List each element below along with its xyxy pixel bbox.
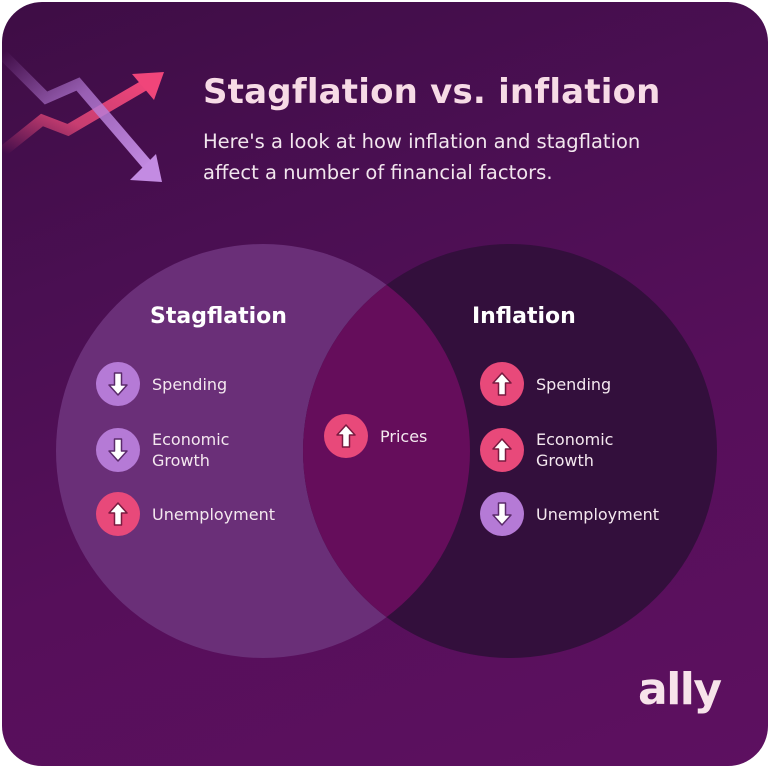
- arrow-up-icon: [96, 492, 140, 536]
- arrow-up-icon: [480, 428, 524, 472]
- arrow-up-icon: [480, 362, 524, 406]
- stagflation-spending-item: Spending: [96, 362, 227, 406]
- inflation-heading: Inflation: [472, 304, 576, 329]
- stagflation-growth-label: Economic Growth: [152, 430, 230, 470]
- stagflation-unemployment-label: Unemployment: [152, 504, 275, 524]
- inflation-spending-label: Spending: [536, 374, 612, 394]
- arrow-down-icon: [96, 428, 140, 472]
- inflation-growth-label: Economic Growth: [536, 430, 614, 470]
- inflation-growth-item: Economic Growth: [480, 428, 613, 472]
- overlap-prices-item: Prices: [324, 414, 427, 458]
- stagflation-heading: Stagflation: [150, 304, 287, 329]
- inflation-spending-item: Spending: [480, 362, 611, 406]
- page-title: Stagflation vs. inflation: [203, 72, 661, 112]
- page-subtitle: Here's a look at how inflation and stagf…: [203, 130, 641, 184]
- stagflation-unemployment-item: Unemployment: [96, 492, 275, 536]
- stagflation-growth-item: Economic Growth: [96, 428, 229, 472]
- stagflation-spending-label: Spending: [152, 374, 228, 394]
- inflation-unemployment-label: Unemployment: [536, 504, 659, 524]
- venn-overlap: [303, 244, 470, 658]
- arrow-up-icon: [324, 414, 368, 458]
- arrow-down-icon: [480, 492, 524, 536]
- ally-logo: ally: [638, 664, 722, 715]
- overlap-prices-label: Prices: [380, 426, 428, 446]
- inflation-unemployment-item: Unemployment: [480, 492, 659, 536]
- arrow-down-icon: [96, 362, 140, 406]
